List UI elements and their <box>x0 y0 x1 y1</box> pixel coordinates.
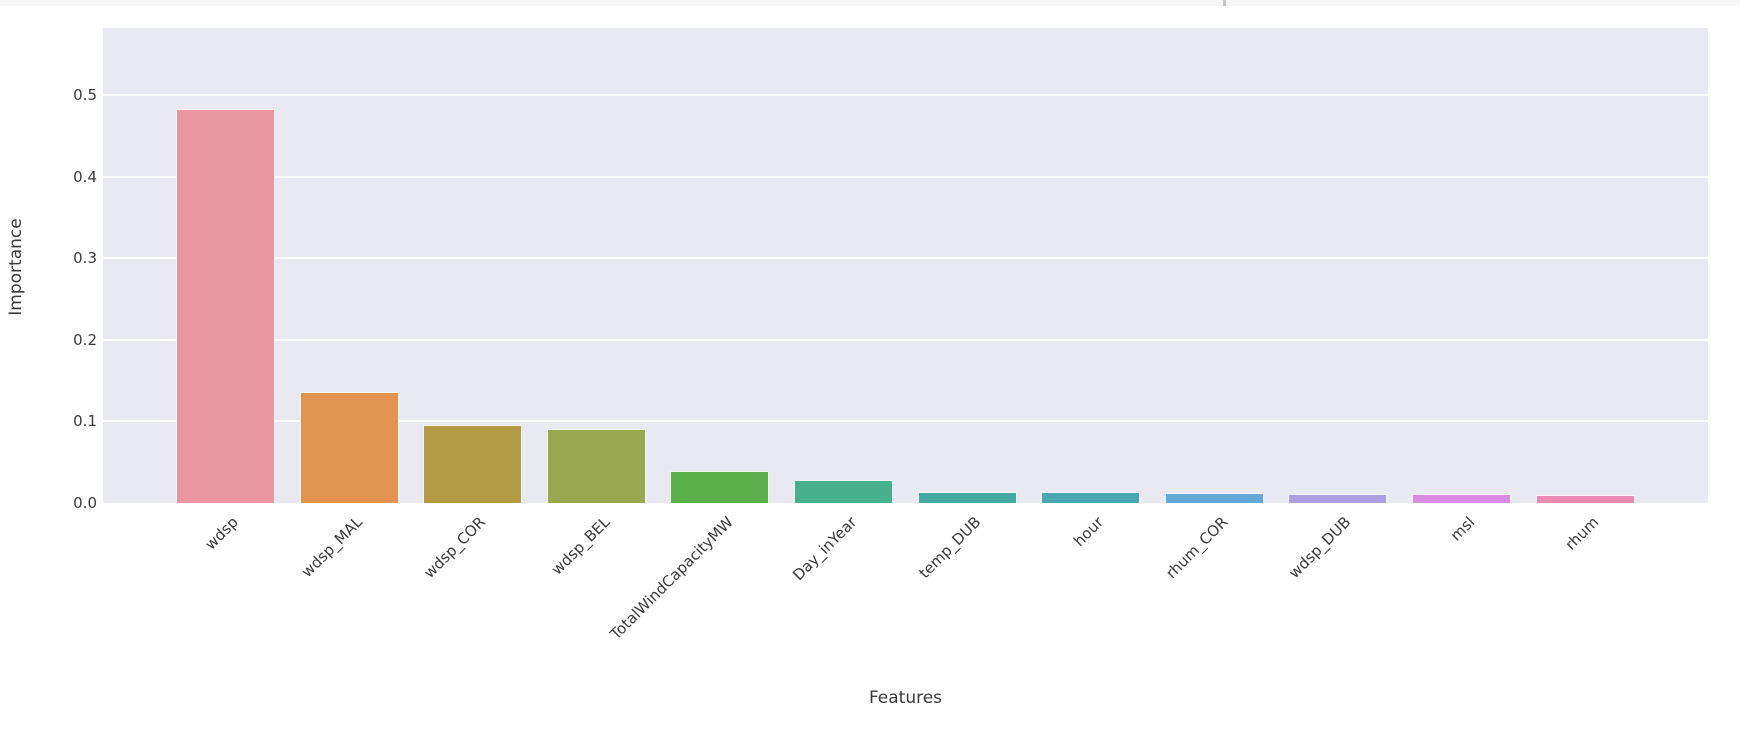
gridline-0.3 <box>103 257 1708 260</box>
gridline-0.4 <box>103 175 1708 178</box>
bar-TotalWindCapacityMW <box>670 471 770 503</box>
gridline-0.1 <box>103 420 1708 423</box>
xtick-label-wdsp: wdsp <box>201 513 243 554</box>
bar-wdsp_MAL <box>299 392 399 503</box>
bar-Day_inYear <box>794 480 893 503</box>
y-axis-title: Importance <box>6 218 26 316</box>
plot-area <box>103 28 1708 503</box>
top-chrome-strip <box>0 0 1740 6</box>
bar-rhum <box>1535 494 1635 503</box>
ytick-label-0.4: 0.4 <box>73 167 97 186</box>
xtick-label-wdsp_MAL: wdsp_MAL <box>297 513 366 582</box>
y-axis-tick-labels: 0.0 0.1 0.2 0.3 0.4 0.5 <box>0 0 97 730</box>
xtick-label-Day_inYear: Day_inYear <box>789 513 861 585</box>
xtick-label-TotalWindCapacityMW: TotalWindCapacityMW <box>606 513 737 644</box>
bar-rhum_COR <box>1164 493 1264 503</box>
xtick-label-wdsp_COR: wdsp_COR <box>420 513 490 582</box>
gridline-0.2 <box>103 338 1708 341</box>
bar-temp_DUB <box>917 491 1017 503</box>
ytick-label-0.2: 0.2 <box>73 330 97 349</box>
bar-wdsp <box>176 108 275 503</box>
ytick-label-0.3: 0.3 <box>73 249 97 268</box>
xtick-label-wdsp_BEL: wdsp_BEL <box>547 513 614 579</box>
xtick-label-hour: hour <box>1070 513 1108 551</box>
bar-wdsp_BEL <box>546 428 646 503</box>
bar-wdsp_DUB <box>1288 494 1388 503</box>
bar-msl <box>1412 494 1511 503</box>
xtick-label-temp_DUB: temp_DUB <box>914 513 984 582</box>
xtick-label-wdsp_DUB: wdsp_DUB <box>1285 513 1355 582</box>
ytick-label-0.5: 0.5 <box>73 85 97 104</box>
x-axis-title: Features <box>868 688 943 708</box>
ytick-label-0.1: 0.1 <box>73 412 97 431</box>
gridline-0.5 <box>103 93 1708 96</box>
xtick-label-rhum_COR: rhum_COR <box>1161 513 1232 583</box>
ytick-label-0.0: 0.0 <box>73 494 97 512</box>
bar-wdsp_COR <box>423 424 523 503</box>
xtick-label-msl: msl <box>1446 513 1479 545</box>
scrollbar-tick <box>1223 0 1226 6</box>
bar-hour <box>1041 492 1141 503</box>
xtick-label-rhum: rhum <box>1561 513 1602 554</box>
